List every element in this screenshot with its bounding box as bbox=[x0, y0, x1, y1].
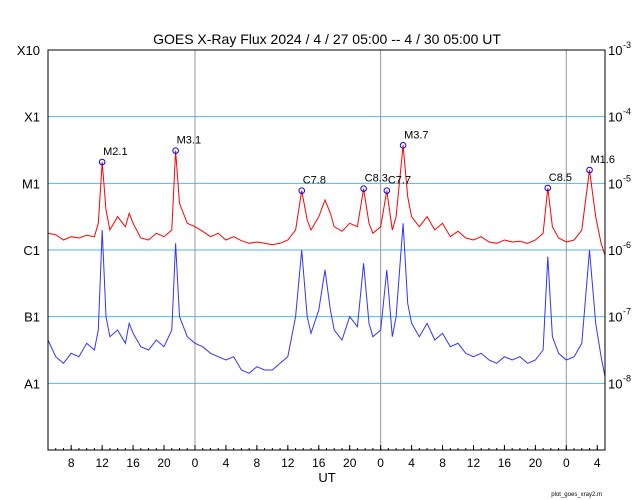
flare-marker bbox=[586, 166, 593, 174]
x-tick-label: 4 bbox=[223, 456, 230, 470]
x-tick-label: 16 bbox=[498, 456, 512, 470]
y-right-exponent: -8 bbox=[623, 373, 631, 383]
series-layer bbox=[47, 145, 606, 377]
series-short-line bbox=[47, 223, 606, 377]
flare-label: C7.8 bbox=[303, 175, 326, 187]
x-tick-label: 12 bbox=[467, 456, 481, 470]
x-tick-label: 0 bbox=[563, 456, 570, 470]
x-tick-label: 20 bbox=[157, 456, 171, 470]
x-tick-label: 8 bbox=[68, 456, 75, 470]
x-tick-label: 4 bbox=[594, 456, 601, 470]
y-right-exponent: -4 bbox=[623, 107, 631, 117]
y-right-mantissa: 10 bbox=[608, 43, 622, 58]
x-tick-label: 8 bbox=[439, 456, 446, 470]
flare-marker bbox=[544, 184, 552, 192]
x-tick-label: 12 bbox=[281, 456, 295, 470]
y-class-label: B1 bbox=[24, 310, 40, 325]
flare-marker bbox=[360, 185, 367, 192]
y-class-label: A1 bbox=[24, 376, 40, 391]
x-tick-label: 0 bbox=[192, 456, 199, 470]
y-right-label: 10 -3 bbox=[608, 40, 631, 58]
series-long-line bbox=[47, 145, 606, 256]
flare-label: M3.7 bbox=[404, 129, 428, 141]
flare-annotations: M2.1 M3.1 C7.8 C8.3 C7.7 M3.7 C8.5 M1.6 bbox=[98, 129, 615, 194]
y-right-mantissa: 10 bbox=[608, 310, 622, 325]
x-tick-label: 0 bbox=[377, 456, 384, 470]
y-class-label: X10 bbox=[17, 43, 40, 58]
y-right-label: 10 -4 bbox=[608, 107, 631, 125]
flare-label: C8.3 bbox=[365, 173, 388, 185]
x-tick-label: 20 bbox=[529, 456, 543, 470]
x-tick-label: 16 bbox=[126, 456, 140, 470]
y-class-label: C1 bbox=[23, 243, 40, 258]
y-right-exponent: -6 bbox=[623, 240, 631, 250]
flare-label: C8.5 bbox=[549, 172, 572, 184]
y-class-label: X1 bbox=[24, 110, 40, 125]
x-tick-label: 4 bbox=[408, 456, 415, 470]
flare-marker bbox=[298, 187, 306, 194]
y-right-exponent: -3 bbox=[623, 40, 631, 50]
y-right-exponent: -5 bbox=[623, 173, 631, 183]
y-right-mantissa: 10 bbox=[608, 176, 622, 191]
grid-layer bbox=[48, 50, 605, 450]
y-class-label: M1 bbox=[22, 176, 40, 191]
x-tick-label: 16 bbox=[312, 456, 326, 470]
x-axis-label: UT bbox=[318, 470, 335, 485]
y-right-label: 10 -8 bbox=[608, 373, 631, 391]
flare-marker bbox=[172, 147, 179, 154]
y-right-mantissa: 10 bbox=[608, 110, 622, 125]
y-right-exponent: -7 bbox=[623, 307, 631, 317]
flare-label: M2.1 bbox=[103, 146, 127, 158]
y-right-mantissa: 10 bbox=[608, 376, 622, 391]
y-right-mantissa: 10 bbox=[608, 243, 622, 258]
flare-label: C7.7 bbox=[388, 175, 411, 187]
flare-label: M3.1 bbox=[177, 135, 201, 147]
flare-label: M1.6 bbox=[591, 154, 615, 166]
flare-marker bbox=[399, 142, 407, 149]
footer-text: plot_goes_xray2.m bbox=[551, 492, 602, 498]
x-tick-label: 12 bbox=[95, 456, 109, 470]
y-right-label: 10 -7 bbox=[608, 307, 631, 325]
chart-title: GOES X-Ray Flux 2024 / 4 / 27 05:00 -- 4… bbox=[153, 31, 501, 47]
x-tick-label: 20 bbox=[343, 456, 357, 470]
y-right-label: 10 -6 bbox=[608, 240, 631, 258]
y-right-label: 10 -5 bbox=[608, 173, 631, 191]
flare-marker bbox=[98, 158, 106, 166]
x-tick-label: 8 bbox=[254, 456, 261, 470]
flare-marker bbox=[383, 187, 391, 194]
